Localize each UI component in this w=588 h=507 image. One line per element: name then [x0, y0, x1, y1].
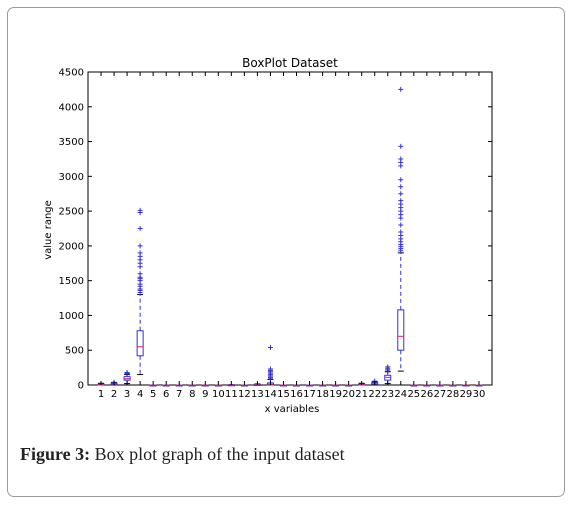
box-iqr: [397, 309, 405, 351]
box-17: [306, 384, 314, 387]
box-6: [162, 384, 170, 387]
x-tick-label: 3: [124, 389, 130, 400]
x-tick-label: 22: [368, 389, 381, 400]
outlier-point: [137, 226, 143, 231]
figure-caption: Figure 3: Box plot graph of the input da…: [20, 444, 345, 465]
x-tick-label: 24: [394, 389, 407, 400]
x-tick-label: 18: [316, 389, 329, 400]
y-tick-label: 500: [65, 346, 84, 357]
box-10: [214, 384, 222, 387]
outlier-point: [267, 344, 273, 350]
box-15: [279, 384, 287, 387]
outlier-point: [137, 271, 143, 277]
caption-text: Box plot graph of the input dataset: [90, 444, 345, 464]
box-20: [345, 384, 353, 387]
x-tick-label: 12: [238, 389, 251, 400]
box-19: [332, 384, 340, 387]
plot-frame: [87, 71, 493, 386]
outlier-point: [398, 143, 404, 149]
outlier-point: [137, 250, 143, 256]
box-27: [436, 384, 444, 387]
outlier-point: [398, 156, 404, 162]
x-tick-label: 16: [290, 389, 303, 400]
x-tick-label: 30: [473, 389, 486, 400]
x-tick-label: 2: [111, 389, 117, 400]
x-tick-label: 8: [189, 389, 195, 400]
outlier-point: [398, 229, 404, 235]
x-tick-label: 21: [355, 389, 368, 400]
x-tick-label: 4: [137, 389, 143, 400]
y-tick-label: 4000: [59, 102, 84, 113]
box-4: [136, 207, 144, 376]
box-30: [475, 384, 483, 387]
box-8: [188, 384, 196, 387]
x-tick-label: 19: [329, 389, 342, 400]
y-tick-label: 1500: [59, 276, 84, 287]
caption-label: Figure 3:: [20, 444, 91, 464]
x-tick-label: 15: [277, 389, 290, 400]
x-tick-label: 1: [98, 389, 104, 400]
x-tick-label: 10: [212, 389, 225, 400]
box-29: [462, 384, 470, 387]
x-tick-label: 23: [381, 389, 394, 400]
box-9: [201, 384, 209, 387]
box-12: [240, 384, 248, 387]
box-28: [449, 384, 457, 387]
plot-area: [87, 71, 493, 386]
x-tick-label: 28: [447, 389, 460, 400]
box-7: [175, 384, 183, 387]
outlier-point: [398, 191, 404, 197]
y-tick-label: 2500: [59, 207, 84, 218]
outlier-point: [398, 198, 404, 204]
outlier-point: [267, 366, 273, 372]
box-5: [149, 384, 157, 387]
x-tick-label: 20: [342, 389, 355, 400]
box-25: [410, 384, 418, 387]
y-axis-label: value range: [43, 200, 54, 260]
box-14: [266, 344, 274, 386]
x-tick-label: 27: [434, 389, 447, 400]
x-tick-label: 9: [202, 389, 208, 400]
x-tick-label: 17: [303, 389, 316, 400]
chart-title: BoxPlot Dataset: [242, 56, 338, 70]
outlier-point: [398, 222, 404, 228]
x-tick-label: 6: [163, 389, 169, 400]
outlier-point: [124, 369, 130, 375]
outlier-point: [398, 177, 404, 183]
y-tick-label: 3500: [59, 137, 84, 148]
outlier-point: [137, 207, 143, 213]
x-axis-label: x variables: [265, 404, 320, 415]
box-iqr: [136, 330, 144, 357]
x-tick-label: 7: [176, 389, 182, 400]
x-tick-label: 29: [460, 389, 473, 400]
x-tick-label: 5: [150, 389, 156, 400]
x-tick-label: 11: [225, 389, 238, 400]
x-tick-label: 14: [264, 389, 277, 400]
x-tick-label: 13: [251, 389, 264, 400]
outlier-point: [398, 86, 404, 92]
box-18: [319, 384, 327, 387]
y-tick-label: 2000: [59, 241, 84, 252]
outlier-point: [398, 184, 404, 190]
outlier-point: [385, 364, 391, 370]
box-24: [397, 86, 405, 372]
x-tick-label: 26: [420, 389, 433, 400]
outlier-point: [137, 243, 143, 249]
y-tick-label: 4500: [59, 68, 84, 79]
y-tick-label: 0: [78, 381, 84, 392]
y-tick-label: 1000: [59, 311, 84, 322]
box-16: [293, 384, 301, 387]
box-26: [423, 384, 431, 387]
x-tick-label: 25: [407, 389, 420, 400]
y-tick-label: 3000: [59, 172, 84, 183]
